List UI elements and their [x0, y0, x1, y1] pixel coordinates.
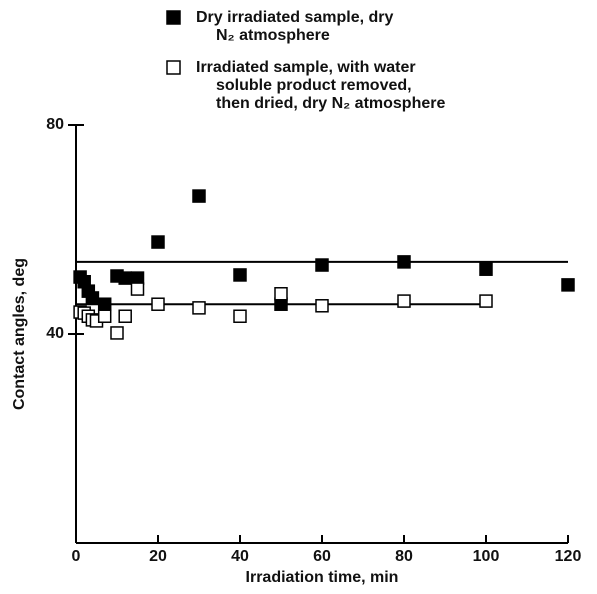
- data-point: [118, 271, 132, 285]
- data-point: [192, 301, 206, 315]
- data-point: [151, 235, 165, 249]
- data-point: [97, 309, 112, 323]
- x-tick-label: 20: [149, 548, 167, 565]
- data-point: [315, 299, 329, 313]
- data-point: [479, 262, 493, 276]
- x-tick-label: 80: [395, 548, 413, 565]
- data-point: [479, 294, 493, 308]
- data-point: [397, 255, 411, 269]
- x-axis-label: Irradiation time, min: [246, 569, 399, 586]
- legend-marker: [166, 10, 181, 25]
- y-tick-label: 40: [46, 325, 64, 342]
- data-point: [130, 271, 145, 285]
- data-point: [561, 278, 575, 292]
- data-point: [118, 309, 132, 323]
- y-axis-label: Contact angles, deg: [11, 258, 28, 410]
- legend-label: Irradiated sample, with water soluble pro…: [196, 59, 445, 112]
- data-point: [274, 287, 288, 301]
- data-point: [315, 258, 329, 272]
- x-tick-label: 0: [72, 548, 81, 565]
- legend-marker: [166, 60, 181, 75]
- x-tick-label: 40: [231, 548, 249, 565]
- data-point: [233, 268, 247, 282]
- legend-label: Dry irradiated sample, dry N₂ atmosphere: [196, 9, 394, 44]
- data-point: [151, 297, 165, 311]
- data-point: [233, 309, 247, 323]
- data-point: [130, 282, 145, 296]
- x-tick-label: 60: [313, 548, 331, 565]
- data-point: [85, 291, 100, 305]
- data-point: [397, 294, 411, 308]
- data-point: [110, 326, 124, 340]
- x-tick-label: 120: [555, 548, 582, 565]
- y-tick-label: 80: [46, 116, 64, 133]
- data-point: [192, 189, 206, 203]
- x-tick-label: 100: [473, 548, 500, 565]
